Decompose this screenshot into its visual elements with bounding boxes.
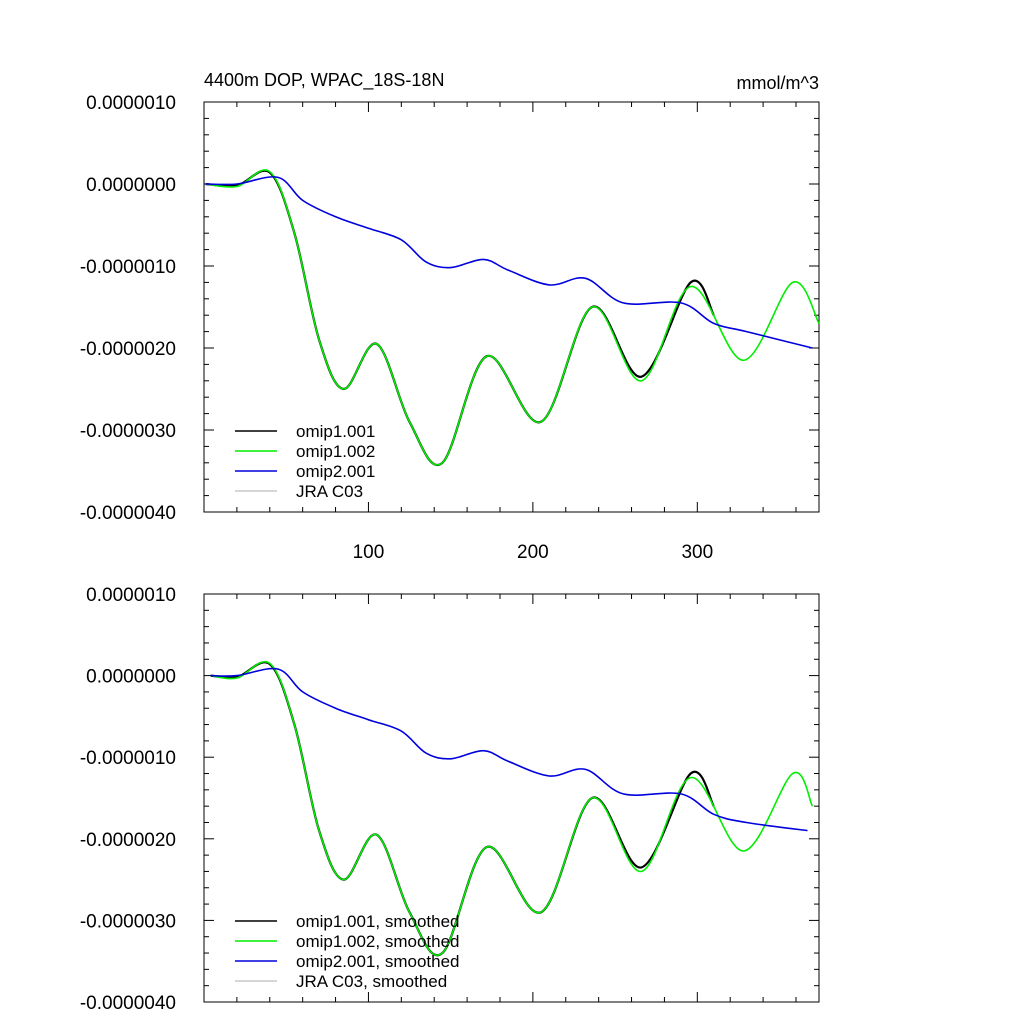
- legend-label: omip1.002: [296, 442, 375, 461]
- plot-frame: [203, 101, 820, 513]
- y-tick-label: -0.0000040: [80, 993, 176, 1014]
- y-tick-label: -0.0000010: [80, 748, 176, 769]
- legend-label: omip2.001: [296, 462, 375, 481]
- y-tick-label: -0.0000030: [80, 911, 176, 932]
- legend-label: omip2.001, smoothed: [296, 952, 460, 971]
- plot-frame: [203, 593, 820, 1003]
- chart-panel-1: 0.0000010 0.0000000 -0.0000010 -0.0000020 -0…: [80, 70, 820, 563]
- legend-label: omip1.002, smoothed: [296, 932, 460, 951]
- series-line-omip2-001: [205, 176, 813, 349]
- y-tick-label: -0.0000010: [80, 257, 176, 278]
- x-tick-label: 200: [517, 542, 549, 563]
- y-tick-label: 0.0000000: [86, 667, 176, 688]
- series-line-omip1-001-smoothed: [210, 661, 715, 957]
- x-tick-label: 300: [681, 542, 713, 563]
- legend-label: JRA C03: [296, 482, 363, 501]
- chart-panel-2: 0.0000010 0.0000000 -0.0000010 -0.0000020 -0…: [80, 585, 820, 1014]
- chart-title: 4400m DOP, WPAC_18S-18N: [204, 70, 444, 91]
- legend-label: JRA C03, smoothed: [296, 972, 447, 991]
- series-line-omip1-002-smoothed: [210, 660, 814, 956]
- y-tick-label: 0.0000010: [86, 585, 176, 606]
- y-tick-label: 0.0000000: [86, 175, 176, 196]
- y-tick-label: 0.0000010: [86, 93, 176, 114]
- x-tick-label: 100: [353, 542, 385, 563]
- series-line-omip1-002: [205, 169, 820, 466]
- y-tick-label: -0.0000030: [80, 421, 176, 442]
- series-line-omip2-001-smoothed: [210, 667, 808, 832]
- y-tick-label: -0.0000040: [80, 503, 176, 524]
- legend-label: omip1.001: [296, 422, 375, 441]
- y-tick-label: -0.0000020: [80, 830, 176, 851]
- legend-label: omip1.001, smoothed: [296, 912, 460, 931]
- y-tick-label: -0.0000020: [80, 339, 176, 360]
- units-label: mmol/m^3: [737, 73, 819, 93]
